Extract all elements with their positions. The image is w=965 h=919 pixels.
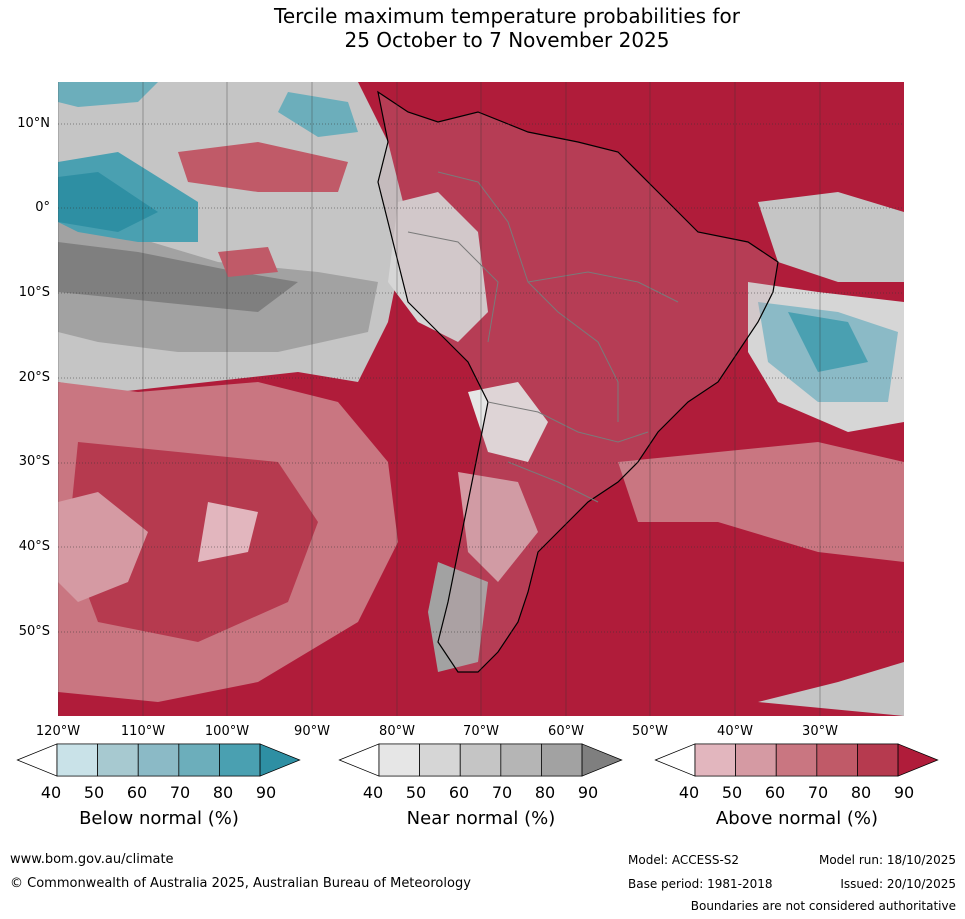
below-normal-swatch-90 (219, 743, 261, 777)
above-tick-60: 60 (764, 783, 786, 802)
below-normal-swatch-80 (178, 743, 220, 777)
lon-label-110w: 110°W (120, 724, 166, 739)
near-tick-50: 50 (405, 783, 427, 802)
above-tick-50: 50 (721, 783, 743, 802)
near-normal-swatch-80 (500, 743, 542, 777)
above-tick-80: 80 (850, 783, 872, 802)
above-normal-swatch-70 (775, 743, 818, 777)
map-title-line1: Tercile maximum temperature probabilitie… (274, 4, 740, 28)
near-normal-swatch-50 (378, 743, 420, 777)
lon-label-70w: 70°W (463, 724, 499, 739)
below-normal-swatch-low (16, 743, 58, 777)
above-tick-70: 70 (807, 783, 829, 802)
copyright-text: © Commonwealth of Australia 2025, Austra… (10, 876, 471, 891)
lon-label-120w: 120°W (35, 724, 81, 739)
above-normal-swatch-90 (857, 743, 899, 777)
model-run-text: Model run: 18/10/2025 (818, 853, 956, 867)
lat-label-10n: 10°N (17, 116, 50, 131)
issued-text: Issued: 20/10/2025 (840, 877, 956, 891)
below-tick-90: 90 (255, 783, 277, 802)
map-title: Tercile maximum temperature probabilitie… (0, 4, 965, 52)
lat-label-20s: 20°S (18, 370, 50, 385)
lat-label-40s: 40°S (18, 539, 50, 554)
near-tick-90: 90 (577, 783, 599, 802)
below-tick-80: 80 (212, 783, 234, 802)
near-tick-70: 70 (491, 783, 513, 802)
website-link[interactable]: www.bom.gov.au/climate (10, 852, 174, 867)
lat-label-0: 0° (35, 200, 50, 215)
near-tick-40: 40 (362, 783, 384, 802)
below-normal-colorbar (16, 743, 301, 777)
above-normal-title: Above normal (%) (715, 808, 879, 829)
above-tick-90: 90 (893, 783, 915, 802)
below-tick-60: 60 (126, 783, 148, 802)
below-tick-50: 50 (83, 783, 105, 802)
lat-label-10s: 10°S (18, 285, 50, 300)
lat-label-30s: 30°S (18, 454, 50, 469)
lon-label-80w: 80°W (379, 724, 415, 739)
near-tick-80: 80 (534, 783, 556, 802)
below-tick-40: 40 (40, 783, 62, 802)
lon-label-100w: 100°W (204, 724, 250, 739)
map-title-line2: 25 October to 7 November 2025 (344, 28, 670, 52)
near-normal-swatch-90 (541, 743, 583, 777)
lat-label-50s: 50°S (18, 624, 50, 639)
model-text: Model: ACCESS-S2 (628, 853, 740, 867)
near-normal-swatch-high (581, 743, 623, 777)
above-tick-40: 40 (678, 783, 700, 802)
near-tick-60: 60 (448, 783, 470, 802)
below-normal-swatch-60 (97, 743, 139, 777)
near-normal-swatch-70 (459, 743, 502, 777)
below-normal-swatch-70 (137, 743, 180, 777)
near-normal-swatch-low (338, 743, 380, 777)
below-normal-swatch-high (259, 743, 301, 777)
above-normal-swatch-low (654, 743, 696, 777)
lon-label-50w: 50°W (632, 724, 668, 739)
lon-label-60w: 60°W (548, 724, 584, 739)
disclaimer-text: Boundaries are not considered authoritat… (690, 899, 956, 913)
below-normal-swatch-50 (56, 743, 98, 777)
below-tick-70: 70 (169, 783, 191, 802)
lon-label-40w: 40°W (717, 724, 753, 739)
base-period-text: Base period: 1981-2018 (628, 877, 773, 891)
probability-map (58, 82, 904, 716)
near-normal-title: Near normal (%) (406, 808, 556, 829)
near-normal-swatch-60 (419, 743, 461, 777)
near-normal-colorbar (338, 743, 623, 777)
above-normal-swatch-high (897, 743, 939, 777)
above-normal-swatch-80 (816, 743, 858, 777)
lon-label-90w: 90°W (294, 724, 330, 739)
above-normal-colorbar (654, 743, 939, 777)
lon-label-30w: 30°W (802, 724, 838, 739)
above-normal-swatch-60 (735, 743, 777, 777)
below-normal-title: Below normal (%) (79, 808, 239, 829)
above-normal-swatch-50 (694, 743, 736, 777)
